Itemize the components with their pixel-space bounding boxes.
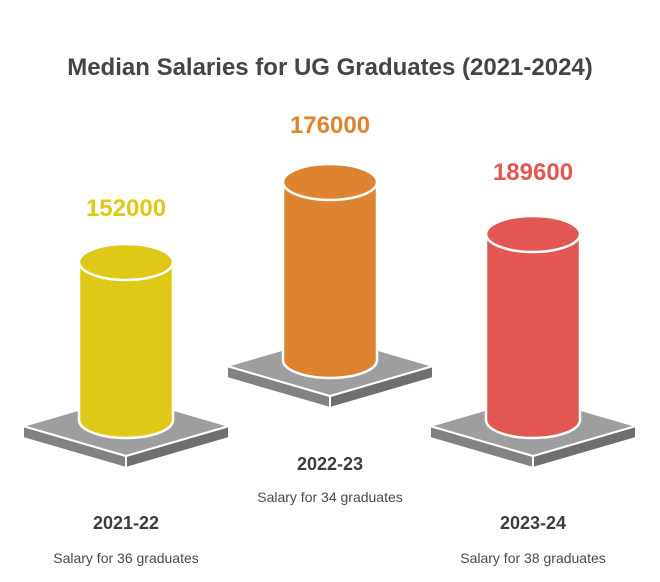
columns: 152000 2021-22 Salary for 36 graduates 1760… [22,112,637,566]
cylinder-top [281,162,379,202]
category-label: 2022-23 [297,454,363,474]
category-note: Salary for 34 graduates [257,489,403,505]
cylinder-body [281,180,379,380]
value-label: 152000 [86,195,166,222]
category-note: Salary for 36 graduates [53,550,199,566]
value-label: 189600 [493,159,573,186]
column-2023-24: 189600 2023-24 Salary for 38 graduates [429,159,637,566]
cylinder-top [484,214,582,254]
value-label: 176000 [290,112,370,139]
column-2022-23: 176000 2022-23 Salary for 34 graduates [226,112,434,505]
cylinder-body [77,260,175,440]
column-2021-22: 152000 2021-22 Salary for 36 graduates [22,195,230,566]
category-note: Salary for 38 graduates [460,550,606,566]
category-label: 2023-24 [500,513,566,533]
cylinder-body [484,232,582,440]
cylinder-top [77,242,175,282]
chart-title: Median Salaries for UG Graduates (2021-2… [67,54,593,81]
category-label: 2021-22 [93,513,159,533]
